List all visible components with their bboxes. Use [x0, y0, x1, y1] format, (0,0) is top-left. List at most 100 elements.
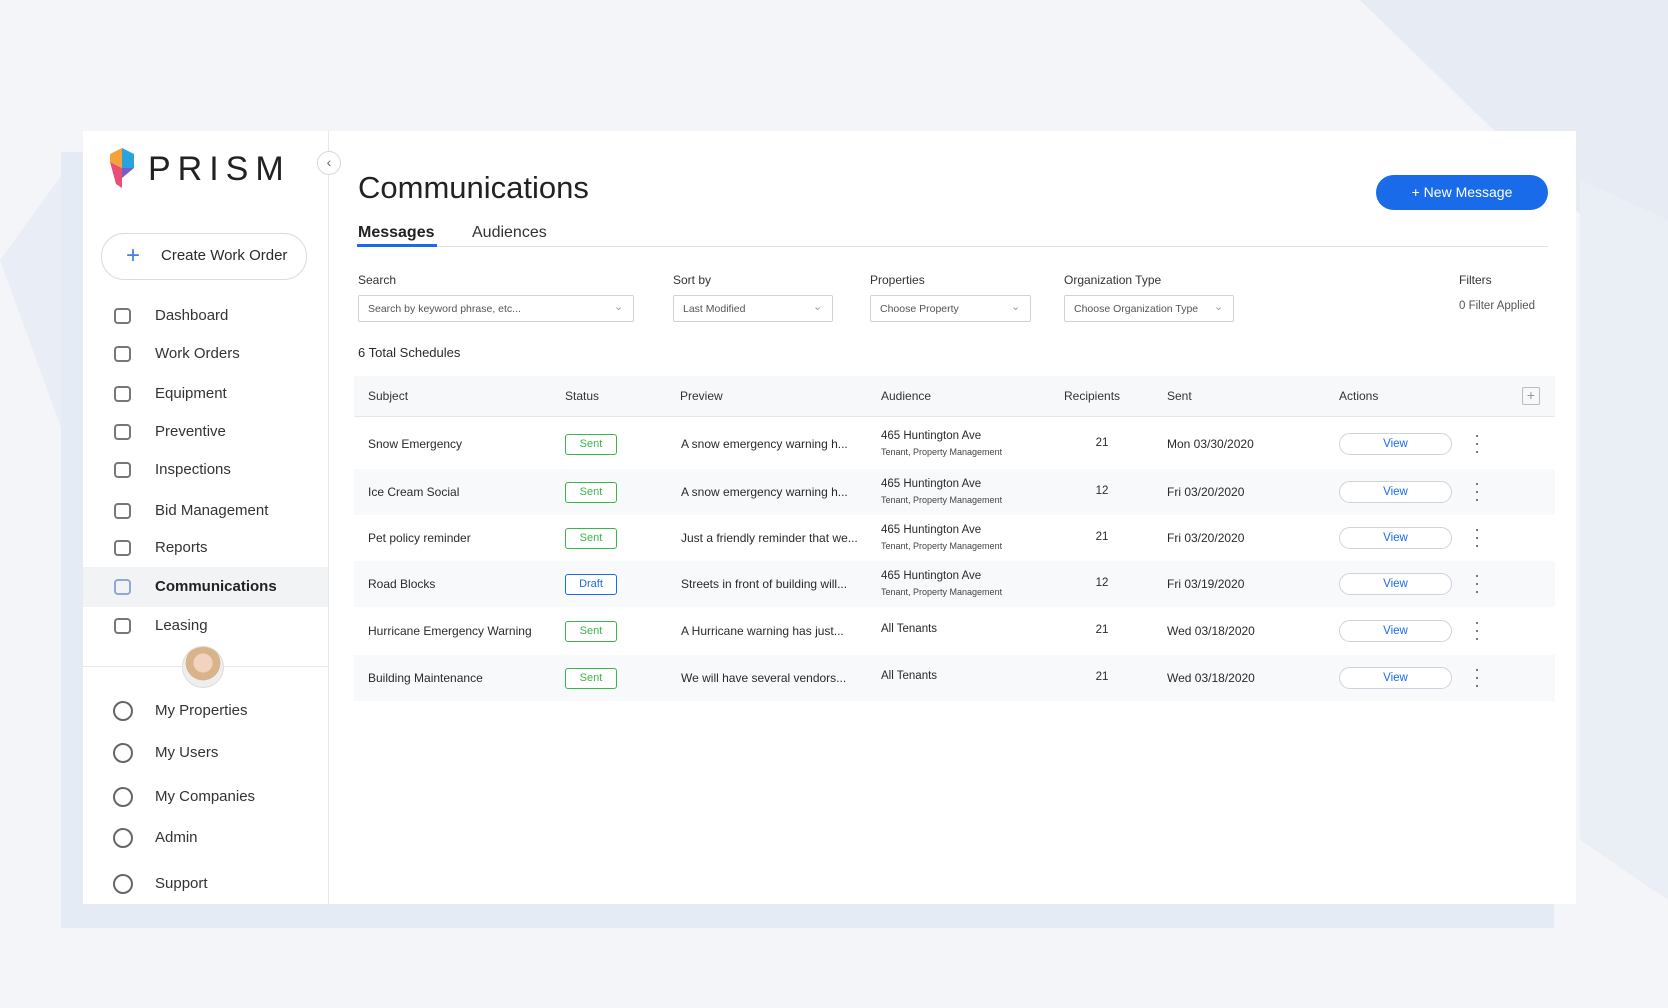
cell-subject: Pet policy reminder: [368, 531, 471, 545]
cell-preview: A Hurricane warning has just...: [681, 624, 844, 638]
nav-item[interactable]: Equipment: [155, 385, 227, 402]
cell-subject: Hurricane Emergency Warning: [368, 624, 532, 638]
cell-subject: Ice Cream Social: [368, 485, 460, 499]
nav-item[interactable]: Leasing: [155, 617, 208, 634]
table-header: [354, 376, 1555, 417]
filter-input[interactable]: [870, 295, 1031, 322]
column-header: Sent: [1167, 389, 1192, 403]
tab[interactable]: Messages: [358, 224, 435, 241]
column-header: Status: [565, 389, 600, 403]
cell-recipients: 21: [1095, 437, 1109, 449]
column-header: Recipients: [1064, 389, 1121, 403]
cell-audience: 465 Huntington Ave: [881, 524, 982, 536]
view-button[interactable]: View: [1339, 620, 1452, 642]
new-message-button[interactable]: + New Message: [1376, 175, 1548, 210]
page-title: Communications: [358, 170, 589, 205]
more-menu[interactable]: · · ·: [1474, 519, 1480, 555]
nav-icon: [114, 503, 131, 519]
cell-subject: Road Blocks: [368, 577, 436, 591]
nav-active-bg: [83, 567, 328, 607]
nav-icon: [113, 828, 133, 848]
nav-item[interactable]: Communications: [155, 578, 277, 595]
cell-sent: Fri 03/19/2020: [1167, 577, 1245, 591]
nav-item[interactable]: Reports: [155, 539, 208, 556]
cell-recipients: 21: [1095, 671, 1109, 683]
cell-sent: Wed 03/18/2020: [1167, 671, 1255, 685]
more-menu[interactable]: · · ·: [1474, 659, 1480, 695]
nav-item[interactable]: My Companies: [155, 788, 256, 805]
view-button[interactable]: View: [1339, 527, 1452, 549]
total-count: 6 Total Schedules: [358, 345, 461, 360]
view-button[interactable]: View: [1339, 667, 1452, 689]
cell-preview: A snow emergency warning h...: [681, 485, 848, 499]
nav-icon: [114, 618, 131, 634]
column-header: Audience: [881, 389, 932, 403]
tab[interactable]: Audiences: [472, 224, 547, 241]
nav-icon: [114, 540, 131, 556]
cell-subject: Building Maintenance: [368, 671, 483, 685]
nav-item[interactable]: Dashboard: [155, 307, 229, 324]
cell-recipients: 21: [1095, 531, 1109, 543]
nav-icon: [114, 386, 131, 402]
cell-recipients: 12: [1095, 485, 1109, 497]
avatar[interactable]: [182, 646, 224, 688]
cell-sent: Fri 03/20/2020: [1167, 531, 1245, 545]
nav-item[interactable]: Work Orders: [155, 345, 240, 362]
filter-label: Filters: [1459, 273, 1492, 287]
filter-caret: ⌄: [1011, 301, 1021, 313]
view-button[interactable]: View: [1339, 573, 1452, 595]
filter-input[interactable]: [1064, 295, 1234, 322]
cell-audience: 465 Huntington Ave: [881, 570, 982, 582]
nav-icon: [114, 424, 131, 440]
nav-icon: [114, 462, 131, 478]
app-window: [83, 131, 1576, 904]
filter-input[interactable]: [673, 295, 833, 322]
logo-icon: [110, 148, 134, 188]
collapse-button[interactable]: ‹: [317, 151, 341, 175]
nav-item[interactable]: Preventive: [155, 423, 226, 440]
more-menu[interactable]: · · ·: [1474, 425, 1480, 461]
cell-preview: Just a friendly reminder that we...: [681, 531, 858, 545]
status-badge: Sent: [565, 621, 617, 642]
filter-placeholder: Choose Organization Type: [1074, 303, 1199, 315]
more-menu[interactable]: · · ·: [1474, 565, 1480, 601]
cell-audience-detail: Tenant, Property Management: [881, 541, 1003, 551]
filter-input[interactable]: [358, 295, 634, 322]
filter-label: Properties: [870, 273, 925, 287]
add-column[interactable]: +: [1522, 387, 1540, 405]
filter-caret: ⌄: [614, 301, 624, 313]
nav-item[interactable]: Inspections: [155, 461, 231, 478]
create-button[interactable]: + Create Work Order: [101, 233, 307, 280]
cell-sent: Fri 03/20/2020: [1167, 485, 1245, 499]
cell-subject: Snow Emergency: [368, 437, 463, 451]
filter-value: 0 Filter Applied: [1459, 300, 1536, 312]
filter-caret: ⌄: [1214, 301, 1224, 313]
bg-shape: [1580, 180, 1668, 900]
nav-item[interactable]: Bid Management: [155, 502, 269, 519]
status-badge: Sent: [565, 528, 617, 549]
filter-caret: ⌄: [813, 301, 823, 313]
filter-label: Sort by: [673, 273, 712, 287]
filter-placeholder: Choose Property: [880, 303, 959, 315]
nav-icon: [113, 874, 133, 894]
nav-item[interactable]: Admin: [155, 829, 198, 846]
column-header: Actions: [1339, 389, 1379, 403]
cell-preview: A snow emergency warning h...: [681, 437, 848, 451]
cell-preview: We will have several vendors...: [681, 671, 847, 685]
more-menu[interactable]: · · ·: [1474, 473, 1480, 509]
view-button[interactable]: View: [1339, 433, 1452, 455]
filter-placeholder: Last Modified: [683, 303, 746, 315]
filter-label: Organization Type: [1064, 273, 1162, 287]
column-header: Subject: [368, 389, 409, 403]
view-button[interactable]: View: [1339, 481, 1452, 503]
cell-sent: Wed 03/18/2020: [1167, 624, 1255, 638]
more-menu[interactable]: · · ·: [1474, 612, 1480, 648]
status-badge: Sent: [565, 668, 617, 689]
nav-item[interactable]: My Users: [155, 744, 219, 761]
cell-audience-detail: Tenant, Property Management: [881, 447, 1003, 457]
nav-item[interactable]: My Properties: [155, 702, 248, 719]
status-badge: Draft: [565, 574, 617, 595]
tab-rule: [358, 246, 1548, 247]
nav-item[interactable]: Support: [155, 875, 208, 892]
nav-icon: [113, 787, 133, 807]
